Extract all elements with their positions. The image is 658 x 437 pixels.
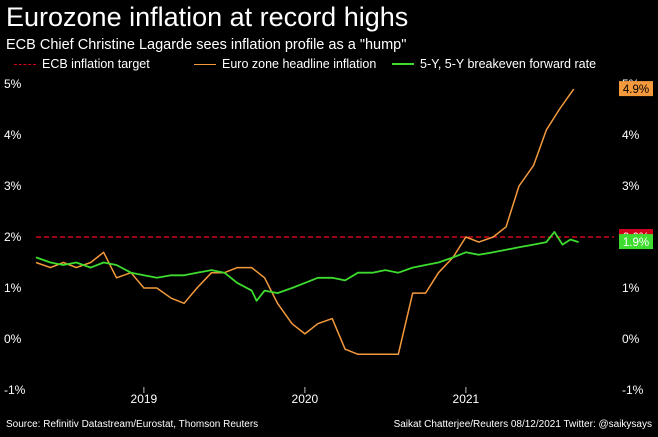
series-line-breakeven	[35, 230, 579, 302]
end-label-breakeven: 1.9%	[623, 237, 649, 249]
y-tick-label-left: -1%	[4, 383, 26, 397]
y-tick-label-right: 3%	[622, 179, 640, 193]
series-line-headline	[35, 88, 575, 356]
legend-swatch-breakeven	[392, 63, 414, 65]
y-tick-label-left: 3%	[4, 179, 22, 193]
y-tick-label-left: 4%	[4, 128, 22, 142]
y-tick-label-right: 0%	[622, 332, 640, 346]
legend-item-target: ECB inflation target	[14, 57, 150, 71]
x-tick-label: 2020	[292, 392, 319, 406]
y-tick-label-left: 1%	[4, 281, 22, 295]
legend-swatch-target	[14, 63, 36, 65]
chart-subtitle: ECB Chief Christine Lagarde sees inflati…	[6, 37, 407, 53]
chart-title: Eurozone inflation at record highs	[6, 2, 409, 32]
x-tick-label: 2021	[453, 392, 480, 406]
credit-note: Saikat Chatterjee/Reuters 08/12/2021 Twi…	[393, 419, 652, 430]
source-note: Source: Refinitiv Datastream/Eurostat, T…	[6, 419, 259, 430]
x-tick-label: 2019	[131, 392, 158, 406]
y-tick-label-right: 4%	[622, 128, 640, 142]
y-tick-label-left: 0%	[4, 332, 22, 346]
y-tick-label-left: 5%	[4, 77, 22, 91]
y-tick-label-left: 2%	[4, 230, 22, 244]
legend-label-target: ECB inflation target	[42, 57, 150, 71]
legend-label-breakeven: 5-Y, 5-Y breakeven forward rate	[420, 57, 597, 71]
legend-label-headline: Euro zone headline inflation	[222, 57, 377, 71]
end-label-bg-headline	[619, 81, 653, 97]
y-tick-label-right: -1%	[622, 383, 644, 397]
end-label-headline: 4.9%	[623, 84, 649, 96]
legend-item-breakeven: 5-Y, 5-Y breakeven forward rate	[392, 57, 596, 71]
y-tick-label-right: 1%	[622, 281, 640, 295]
legend-item-headline: Euro zone headline inflation	[194, 57, 376, 71]
end-label-bg-breakeven	[619, 234, 653, 250]
legend-swatch-headline	[194, 63, 216, 65]
